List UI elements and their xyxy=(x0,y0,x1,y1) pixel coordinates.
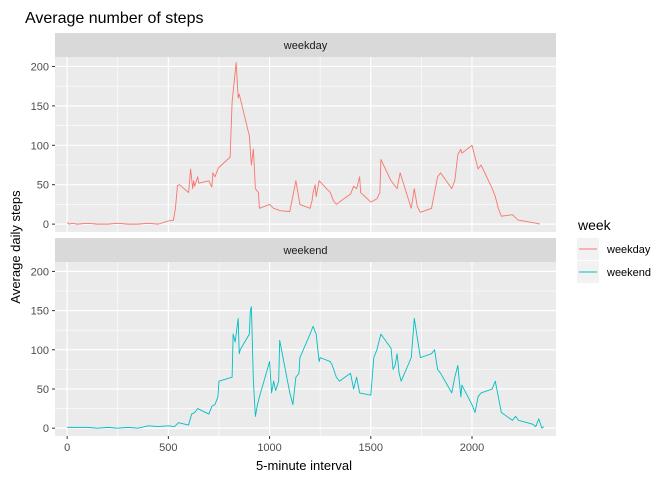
x-tick-label: 0 xyxy=(64,442,70,454)
legend-entries: weekday weekend xyxy=(577,238,651,283)
y-tick-label: 150 xyxy=(31,101,49,113)
y-tick-label: 0 xyxy=(43,423,49,435)
facet-strip-label: weekend xyxy=(282,245,327,257)
y-tick-label: 200 xyxy=(31,61,49,73)
legend-label: weekend xyxy=(606,267,651,279)
panel-background xyxy=(55,262,556,436)
panel-background xyxy=(55,57,556,232)
x-tick-label: 1000 xyxy=(257,442,281,454)
facet-panel-weekday: weekday 0 50 100 150 200 xyxy=(31,33,556,232)
y-tick-label: 150 xyxy=(31,306,49,318)
x-axis-title: 5-minute interval xyxy=(256,458,352,473)
y-axis-title: Average daily steps xyxy=(8,190,23,304)
y-tick-label: 0 xyxy=(43,219,49,231)
y-tick-label: 50 xyxy=(37,180,49,192)
y-tick-label: 200 xyxy=(31,266,49,278)
x-tick-label: 500 xyxy=(159,442,177,454)
y-tick-label: 50 xyxy=(37,384,49,396)
x-tick-label: 2000 xyxy=(460,442,484,454)
legend: week weekday weekend xyxy=(577,217,651,283)
series-line-weekend xyxy=(67,306,545,429)
y-tick-label: 100 xyxy=(31,345,49,357)
facet-strip xyxy=(55,33,556,57)
chart-title: Average number of steps xyxy=(25,10,203,27)
facet-strip-label: weekday xyxy=(283,40,328,52)
legend-title: week xyxy=(577,217,612,233)
x-tick-label: 1500 xyxy=(359,442,383,454)
legend-entry-weekday: weekday xyxy=(577,238,651,260)
legend-label: weekday xyxy=(606,244,651,256)
facet-strip xyxy=(55,238,556,262)
series-line-weekday xyxy=(66,62,540,225)
y-tick-label: 100 xyxy=(31,140,49,152)
legend-entry-weekend: weekend xyxy=(577,261,651,283)
